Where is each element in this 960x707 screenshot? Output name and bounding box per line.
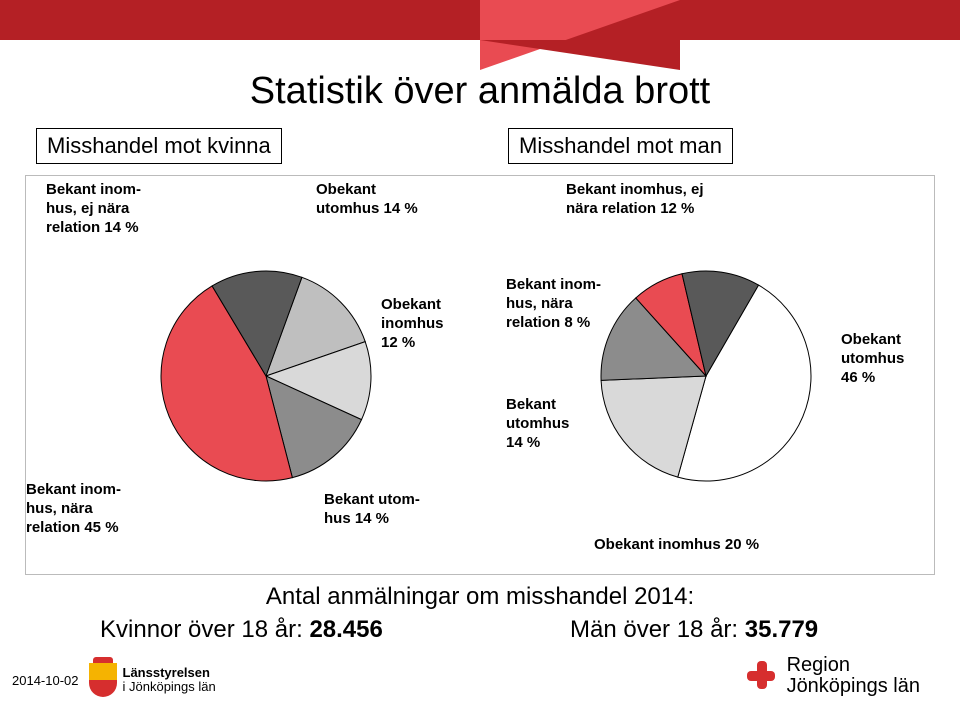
charts-container: Obekant utomhus 14 % Obekant inomhus 12 %… <box>25 175 935 575</box>
region-line2: Jönköpings län <box>787 676 920 697</box>
pie-slice-label: Obekant utomhus 14 % <box>316 181 418 219</box>
lst-line2: i Jönköpings län <box>123 680 216 694</box>
left-chart-label: Misshandel mot kvinna <box>36 128 282 164</box>
plus-icon <box>745 659 779 693</box>
pie-slice-label: Obekant inomhus 20 % <box>594 536 759 555</box>
pie-slice-label: Bekant inom- hus, ej nära relation 14 % <box>46 181 141 237</box>
pie-slice-label: Obekant inomhus 12 % <box>381 296 444 352</box>
page-title: Statistik över anmälda brott <box>0 70 960 113</box>
pie-chart-man <box>599 269 813 483</box>
region-line1: Region <box>787 655 920 676</box>
pie-slice-label: Obekant utomhus 46 % <box>841 331 904 387</box>
summary-man-value: 35.779 <box>745 616 818 643</box>
summary-kv-value: 28.456 <box>309 616 382 643</box>
pie-chart-kvinna <box>159 269 373 483</box>
summary-kv-label: Kvinnor över 18 år: <box>100 616 309 643</box>
right-chart-label: Misshandel mot man <box>508 128 733 164</box>
lansstyrelsen-logo: Länsstyrelsen i Jönköpings län <box>89 663 216 697</box>
lst-line1: Länsstyrelsen <box>123 666 216 680</box>
footer-date: 2014-10-02 <box>12 673 79 688</box>
footer-left: 2014-10-02 Länsstyrelsen i Jönköpings lä… <box>12 663 216 697</box>
pie-slice-label: Bekant inom- hus, nära relation 8 % <box>506 276 601 332</box>
summary-man-label: Män över 18 år: <box>570 616 745 643</box>
pie-slice-label: Bekant inom- hus, nära relation 45 % <box>26 481 121 537</box>
crest-icon <box>89 663 117 697</box>
region-logo: Region Jönköpings län <box>745 655 920 697</box>
summary-line-1: Antal anmälningar om misshandel 2014: <box>0 583 960 611</box>
header-banner <box>0 0 960 60</box>
pie-slice-label: Bekant utomhus 14 % <box>506 396 569 452</box>
pie-slice-label: Bekant inomhus, ej nära relation 12 % <box>566 181 704 219</box>
pie-slice-label: Bekant utom- hus 14 % <box>324 491 420 529</box>
